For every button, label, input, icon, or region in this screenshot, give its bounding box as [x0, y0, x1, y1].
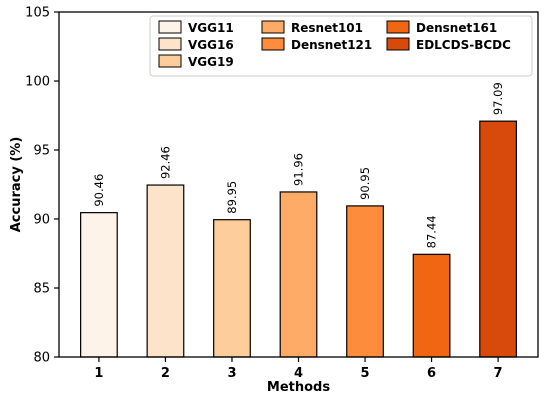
bars	[80, 120, 517, 358]
bar	[479, 120, 517, 358]
x-tick-label: 7	[494, 366, 503, 381]
bar	[80, 212, 118, 358]
legend-label: EDLCDS-BCDC	[416, 38, 511, 52]
data-label: 89.95	[225, 181, 239, 214]
y-axis-title: Accuracy (%)	[9, 137, 24, 233]
legend-swatch	[158, 37, 182, 51]
legend-box	[149, 15, 533, 77]
y-tick-label: 90	[33, 213, 50, 228]
x-tick-label: 1	[94, 366, 103, 381]
x-tick-label: 2	[161, 366, 170, 381]
x-tick-label: 5	[361, 366, 370, 381]
y-tick-label: 100	[25, 75, 50, 90]
data-label: 90.46	[92, 174, 106, 207]
x-tick-label: 6	[427, 366, 436, 381]
y-tick-label: 95	[33, 144, 50, 159]
data-label: 97.09	[491, 82, 505, 115]
legend-label: Densnet121	[291, 38, 372, 52]
plot-frame	[58, 11, 539, 358]
data-labels: 90.46 92.46 89.95 91.96 90.95 87.44 97.09	[92, 82, 505, 248]
legend-swatch	[261, 37, 285, 51]
legend-label: VGG11	[188, 21, 234, 35]
legend-swatch	[158, 54, 182, 68]
bar	[412, 253, 451, 358]
legend-label: Densnet161	[416, 21, 497, 35]
data-label: 92.46	[158, 146, 172, 179]
data-label: 87.44	[425, 215, 439, 248]
legend-label: VGG19	[188, 55, 234, 69]
legend-swatch	[386, 37, 410, 51]
legend-swatch	[158, 20, 182, 34]
legend-label: VGG16	[188, 38, 234, 52]
y-tick-label: 105	[25, 6, 50, 21]
legend-label: Resnet101	[291, 21, 363, 35]
bar	[279, 191, 318, 358]
y-axis-ticks: 80 85 90 95 100 105	[25, 6, 59, 366]
data-label: 90.95	[358, 167, 372, 200]
y-tick-label: 85	[33, 282, 50, 297]
data-label: 91.96	[292, 153, 306, 186]
x-axis-title: Methods	[267, 380, 330, 395]
y-tick-label: 80	[33, 351, 50, 366]
legend: VGG11 VGG16 VGG19 Resnet101 Densnet121 Densne…	[149, 15, 533, 77]
x-tick-label: 3	[227, 366, 236, 381]
x-axis-ticks: 1 2 3 4 5 6 7	[94, 357, 503, 381]
bar	[213, 219, 251, 358]
bar	[346, 205, 384, 358]
x-tick-label: 4	[294, 366, 303, 381]
bar	[146, 184, 185, 358]
legend-swatch	[386, 20, 410, 34]
legend-swatch	[261, 20, 285, 34]
